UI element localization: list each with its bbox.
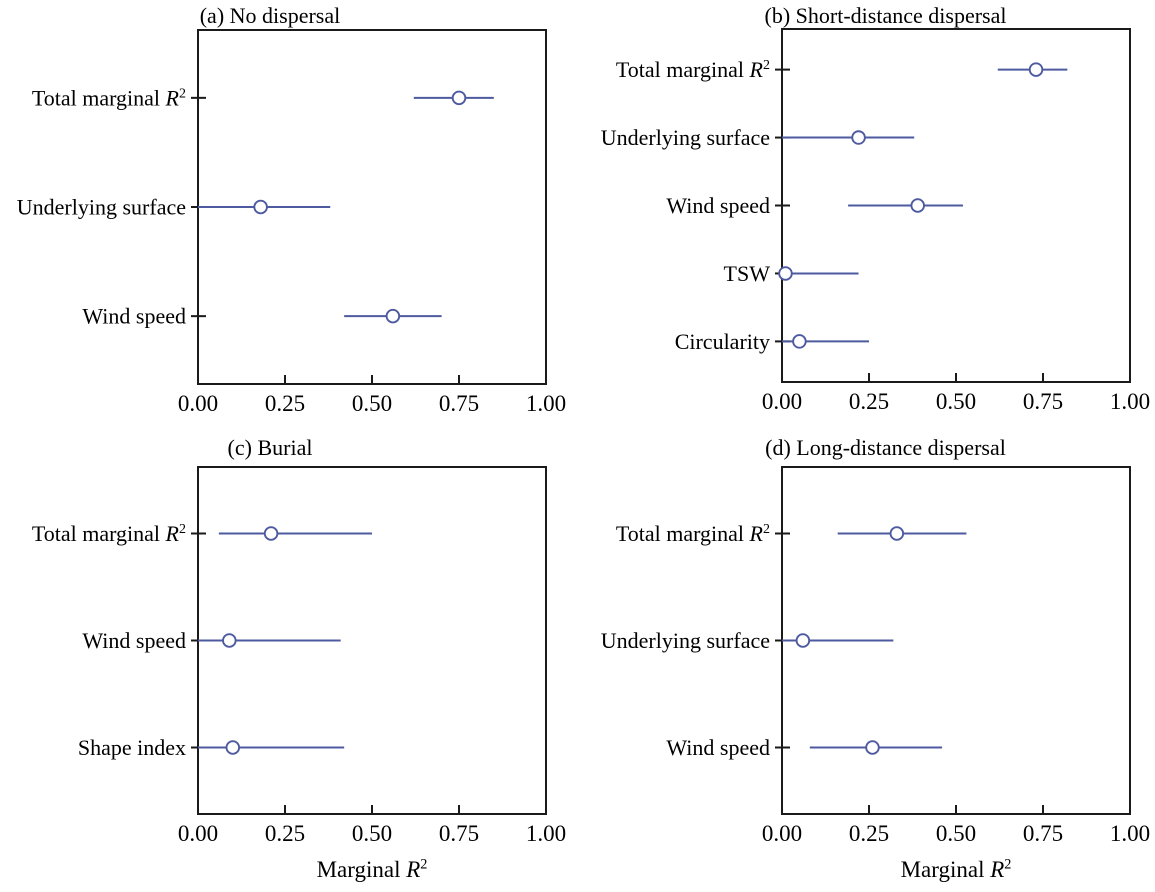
panel-b-title: (b) Short-distance dispersal [764,3,1007,28]
panel-d-plot: 0.00 0.25 0.50 0.75 1.00 Total marginal R2 Und… [601,466,1150,846]
point-marker [792,334,807,349]
x-tick-label: 0.75 [1023,821,1063,846]
panel-a-plot: 0.00 0.25 0.50 0.75 1.00 Total marginal R2 Und… [17,29,566,416]
point-marker [910,198,925,213]
category-label: Underlying surface [601,125,770,150]
x-tick-label: 0.50 [352,391,392,416]
category-label: Wind speed [82,304,186,329]
point-marker [253,199,268,215]
x-tick-label: 0.75 [1023,389,1063,414]
point-marker [851,130,866,145]
point-marker [385,308,401,324]
panel-b-plot: 0.00 0.25 0.50 0.75 1.00 Total marginal R2 Und… [601,28,1150,414]
category-label: Wind speed [82,628,186,653]
x-axis-label-right: Marginal R2 [900,856,1012,882]
x-tick-label: 0.75 [439,391,479,416]
panel-c-plot: 0.00 0.25 0.50 0.75 1.00 Total marginal R2 Win… [32,466,566,846]
point-marker [865,740,880,755]
x-tick-label: 0.00 [178,391,218,416]
point-marker [778,266,793,281]
x-tick-label: 0.25 [265,821,305,846]
x-tick-label: 0.25 [265,391,305,416]
category-label: Circularity [675,329,770,354]
x-tick-label: 0.75 [439,821,479,846]
x-tick-label: 0.50 [936,389,976,414]
x-tick-label: 0.00 [762,821,802,846]
category-label: Underlying surface [17,195,186,220]
x-tick-label: 0.00 [178,821,218,846]
point-marker [222,633,237,648]
point-marker [263,526,279,541]
category-label: Total marginal R2 [616,57,770,82]
panel-c-title: (c) Burial [227,435,313,460]
category-label: Total marginal R2 [32,85,186,110]
x-tick-label: 0.50 [936,821,976,846]
panel-d-title: (d) Long-distance dispersal [765,435,1006,460]
category-label: Shape index [78,735,186,760]
x-tick-label: 1.00 [1110,821,1150,846]
point-marker [451,90,467,106]
x-tick-label: 1.00 [526,821,566,846]
category-label: Wind speed [666,193,770,218]
point-marker [225,740,241,755]
x-tick-label: 0.00 [762,389,802,414]
point-marker [1028,62,1044,77]
point-marker [795,633,811,648]
point-marker [889,526,905,541]
x-axis-label-left: Marginal R2 [316,856,428,882]
panel-a-title: (a) No dispersal [199,3,341,28]
x-tick-label: 1.00 [1110,389,1150,414]
x-tick-label: 0.25 [849,389,889,414]
category-label: Wind speed [666,735,770,760]
category-label: Underlying surface [601,628,770,653]
category-label: Total marginal R2 [616,521,770,546]
x-tick-label: 1.00 [526,391,566,416]
x-tick-label: 0.50 [352,821,392,846]
category-label: TSW [724,261,771,286]
x-tick-label: 0.25 [849,821,889,846]
category-label: Total marginal R2 [32,521,186,546]
